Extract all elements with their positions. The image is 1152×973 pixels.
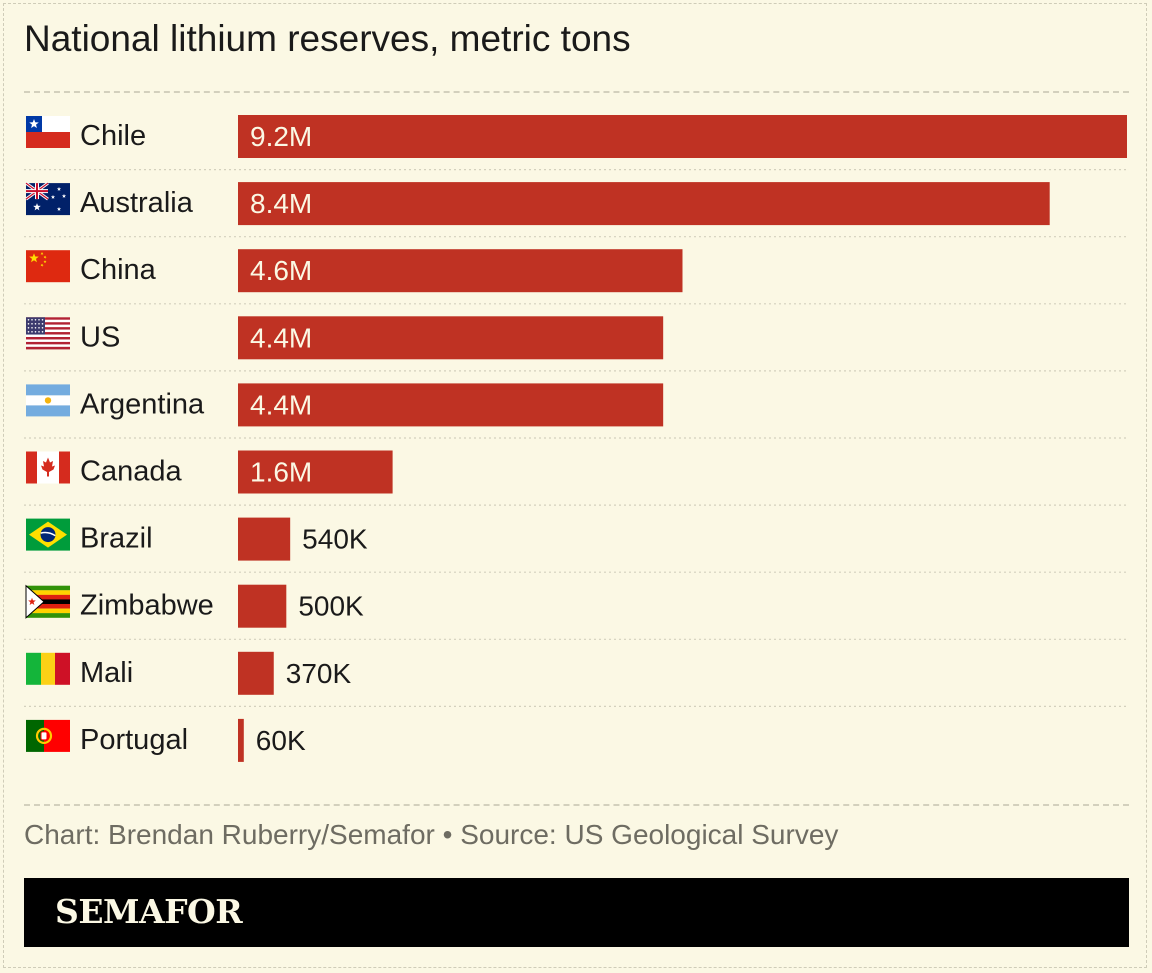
bar-row: Portugal 60K: [26, 718, 306, 762]
category-label: Canada: [80, 456, 182, 488]
china-flag-icon: [26, 250, 70, 283]
category-label: China: [80, 254, 157, 286]
value-label: 540K: [302, 524, 368, 555]
value-label: 4.4M: [250, 389, 312, 420]
argentina-flag-icon: [26, 384, 70, 417]
bar-row: Zimbabwe 500K: [24, 584, 1129, 640]
value-label: 60K: [256, 725, 306, 756]
category-label: Brazil: [80, 523, 153, 555]
category-label: US: [80, 321, 120, 353]
value-label: 9.2M: [250, 121, 312, 152]
semafor-logo: SEMAFOR: [55, 892, 243, 931]
bar: [238, 182, 1050, 226]
chart-caption: Chart: Brendan Ruberry/Semafor • Source:…: [24, 819, 839, 850]
chart-frame: [3, 3, 1147, 968]
category-label: Zimbabwe: [80, 590, 214, 622]
bar: [238, 584, 287, 628]
mali-flag-icon: [26, 652, 70, 685]
bar-row: Chile 9.2M: [24, 115, 1129, 171]
bar: [238, 316, 664, 360]
chart-title: National lithium reserves, metric tons: [24, 18, 631, 59]
bar: [238, 651, 274, 695]
bar-row: Argentina 4.4M: [24, 383, 1129, 439]
top-divider: [24, 91, 1129, 93]
bottom-divider: [24, 804, 1129, 806]
bar-row: Australia 8.4M: [24, 181, 1129, 238]
bar-row: China 4.6M: [24, 249, 1129, 305]
value-label: 500K: [298, 591, 364, 622]
zimbabwe-flag-icon: [25, 584, 70, 619]
bar-row: Brazil 540K: [24, 517, 1129, 573]
bar: [238, 383, 664, 427]
chile-flag-icon: [26, 116, 70, 148]
canada-flag-icon: [26, 451, 70, 484]
value-label: 1.6M: [250, 457, 312, 488]
bar: [238, 517, 291, 561]
brazil-flag-icon: [26, 518, 70, 551]
bar-row: US 4.4M: [24, 316, 1129, 372]
bar-row: Canada 1.6M: [24, 450, 1129, 506]
value-label: 4.6M: [250, 255, 312, 286]
bar: [238, 718, 244, 762]
value-label: 370K: [286, 658, 352, 689]
value-label: 4.4M: [250, 322, 312, 353]
value-label: 8.4M: [250, 188, 312, 219]
category-label: Mali: [80, 657, 133, 689]
australia-flag-icon: [25, 181, 70, 216]
portugal-flag-icon: [26, 719, 70, 752]
bar: [238, 450, 393, 494]
us-flag-icon: [26, 317, 70, 350]
footer-bar: SEMAFOR: [24, 878, 1129, 947]
bar: [238, 115, 1127, 158]
category-label: Australia: [80, 187, 194, 219]
category-label: Portugal: [80, 724, 188, 756]
bar: [238, 249, 683, 293]
category-label: Argentina: [80, 388, 205, 420]
category-label: Chile: [80, 120, 146, 152]
bar-row: Mali 370K: [24, 651, 1129, 708]
